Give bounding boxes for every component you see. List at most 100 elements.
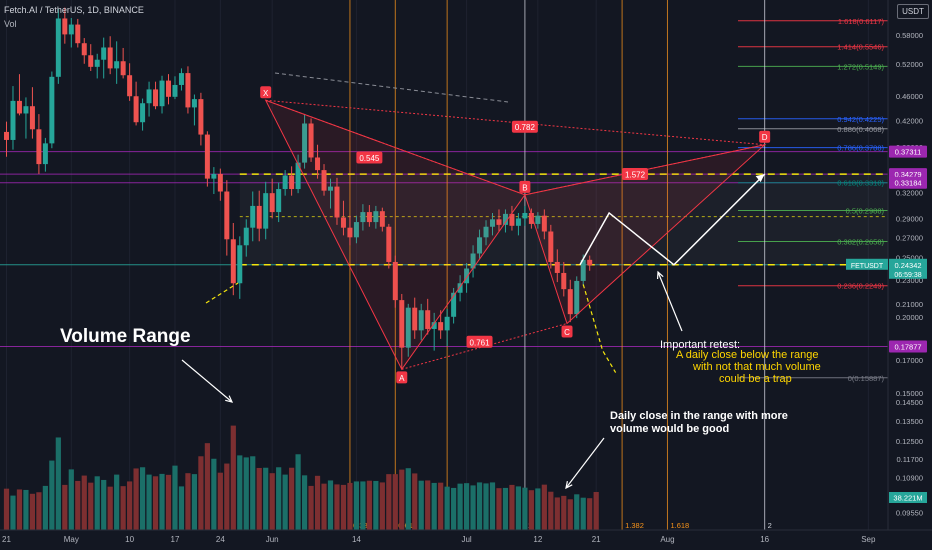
candle-body xyxy=(425,310,431,329)
price-level-tag xyxy=(889,145,927,158)
volume-bar xyxy=(127,481,133,530)
volume-bar xyxy=(49,460,55,530)
volume-bar xyxy=(165,474,172,530)
candle-body xyxy=(23,106,29,114)
x-tick-label: 21 xyxy=(2,535,11,544)
candles-layer xyxy=(4,7,593,370)
candle-body xyxy=(418,310,424,331)
volume-bar xyxy=(554,497,560,530)
candle-body xyxy=(127,75,133,97)
current-price-value: 0.24342 xyxy=(894,261,921,270)
volume-bar xyxy=(405,468,411,530)
candle-body xyxy=(185,73,191,108)
volume-bar xyxy=(548,491,554,530)
candle-body xyxy=(328,186,333,191)
harmonic-ratio-box xyxy=(511,120,538,133)
harmonic-ratio-label: 0.545 xyxy=(359,154,380,163)
fib-level-label: 1.414(0.5546) xyxy=(837,43,884,52)
volume-bar xyxy=(178,486,185,530)
y-tick-label: 0.13500 xyxy=(896,417,923,426)
candle-body xyxy=(535,215,541,224)
volume-indicator-label: Vol xyxy=(4,19,17,29)
volume-bar xyxy=(327,480,334,530)
harmonic-point-label: X xyxy=(263,89,269,98)
volume-bar xyxy=(561,495,567,530)
volume-bar xyxy=(139,467,146,530)
price-axis: 0.580000.520000.460000.420000.380000.320… xyxy=(846,0,932,550)
price-level-tag-label: 0.34279 xyxy=(894,170,921,179)
candle-body xyxy=(243,227,249,246)
y-tick-label: 0.25000 xyxy=(896,254,923,263)
candle-body xyxy=(42,143,48,165)
harmonic-point-label: D xyxy=(762,133,768,142)
volume-bar xyxy=(308,485,314,530)
volume-bar xyxy=(347,482,353,530)
volume-bar xyxy=(101,479,107,530)
candle-body xyxy=(334,186,340,218)
volume-bar xyxy=(373,480,379,530)
fib-time-label: 2 xyxy=(768,521,772,530)
candle-body xyxy=(483,226,489,238)
candle-body xyxy=(528,212,534,224)
volume-bar xyxy=(483,483,489,530)
candle-body xyxy=(29,106,35,130)
volume-bar xyxy=(386,474,392,530)
candle-body xyxy=(256,205,262,229)
price-level-tag-label: 0.37311 xyxy=(895,148,922,157)
candle-body xyxy=(360,212,366,223)
y-tick-label: 0.15000 xyxy=(896,389,923,398)
volume-bar xyxy=(172,465,178,530)
x-tick-label: 21 xyxy=(592,535,601,544)
candle-body xyxy=(101,47,107,60)
volume-range-arrow xyxy=(181,359,233,403)
y-tick-label: 0.10900 xyxy=(896,474,923,483)
candle-body xyxy=(62,18,68,35)
volume-bar xyxy=(496,488,502,530)
candle-body xyxy=(217,173,223,192)
y-tick-label: 0.17000 xyxy=(896,356,923,365)
candle-body xyxy=(276,189,282,213)
volume-bar xyxy=(470,485,476,530)
trendline-dashed xyxy=(274,72,509,103)
y-tick-label: 0.58000 xyxy=(896,31,923,40)
candle-body xyxy=(269,193,275,213)
volume-bar xyxy=(217,472,223,530)
candle-body xyxy=(502,213,508,225)
volume-bar xyxy=(366,480,372,530)
candle-body xyxy=(405,307,411,348)
volume-bar xyxy=(438,482,444,530)
volume-bar xyxy=(289,467,295,530)
harmonic-xd-line xyxy=(265,99,765,146)
retest-arrow xyxy=(657,271,683,332)
volume-bar xyxy=(587,498,593,530)
price-level-tag xyxy=(889,340,927,353)
volume-bar xyxy=(399,469,405,530)
volume-bar xyxy=(75,480,81,530)
candle-body xyxy=(178,73,184,85)
volume-bar xyxy=(567,499,573,530)
candle-body xyxy=(16,100,22,114)
y-tick-label: 0.21000 xyxy=(896,300,923,309)
volume-bar xyxy=(476,482,483,530)
y-tick-label: 0.42000 xyxy=(896,116,923,125)
volume-bar xyxy=(62,484,68,530)
x-tick-label: 17 xyxy=(171,535,180,544)
harmonic-ratio-box xyxy=(466,335,493,348)
candle-body xyxy=(68,24,74,35)
candle-body xyxy=(153,89,159,107)
volume-bar xyxy=(159,473,165,530)
volume-bar xyxy=(379,482,385,530)
candle-body xyxy=(107,47,113,69)
candle-body xyxy=(172,84,178,97)
retest-arrow-head xyxy=(656,270,664,280)
symbol-tag xyxy=(846,258,888,270)
candle-body xyxy=(250,205,256,228)
volume-bar xyxy=(431,482,437,530)
volume-bar xyxy=(574,494,580,530)
x-tick-label: 12 xyxy=(533,535,542,544)
y-tick-label: 0.12500 xyxy=(896,437,923,446)
currency-button[interactable]: USDT xyxy=(897,4,929,19)
harmonic-ratio-label: 1.572 xyxy=(625,170,646,179)
candle-body xyxy=(120,61,126,76)
